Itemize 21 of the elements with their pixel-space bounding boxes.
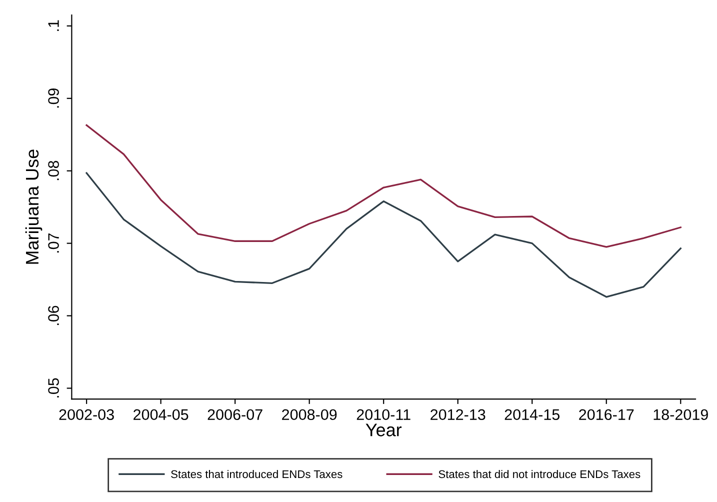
y-tick-label: .08 xyxy=(48,160,59,180)
x-tick-label: 2002-03 xyxy=(59,409,114,420)
y-tick-label: .09 xyxy=(48,88,59,108)
x-axis-title: Year xyxy=(366,424,402,436)
legend-label: States that introduced ENDs Taxes xyxy=(171,470,342,478)
y-tick-label: .1 xyxy=(48,20,59,31)
x-tick-label: 2008-09 xyxy=(282,409,337,420)
x-tick-label: 18-2019 xyxy=(654,409,708,420)
y-tick-label: .06 xyxy=(48,306,59,325)
legend-label: States that did not introduce ENDs Taxes xyxy=(438,470,640,478)
x-tick-label: 2012-13 xyxy=(430,409,486,420)
line-series xyxy=(86,172,682,298)
x-tick-label: 2006-07 xyxy=(208,409,262,420)
x-tick-label: 2014-15 xyxy=(504,409,560,420)
line-series xyxy=(86,124,682,248)
y-axis-title: Marijuana Use xyxy=(25,150,42,264)
x-tick-label: 2010-11 xyxy=(356,409,410,420)
y-tick-label: .05 xyxy=(48,378,59,398)
y-tick-label: .07 xyxy=(48,233,59,253)
x-tick-label: 2016-17 xyxy=(579,409,634,420)
x-tick-label: 2004-05 xyxy=(134,409,188,420)
